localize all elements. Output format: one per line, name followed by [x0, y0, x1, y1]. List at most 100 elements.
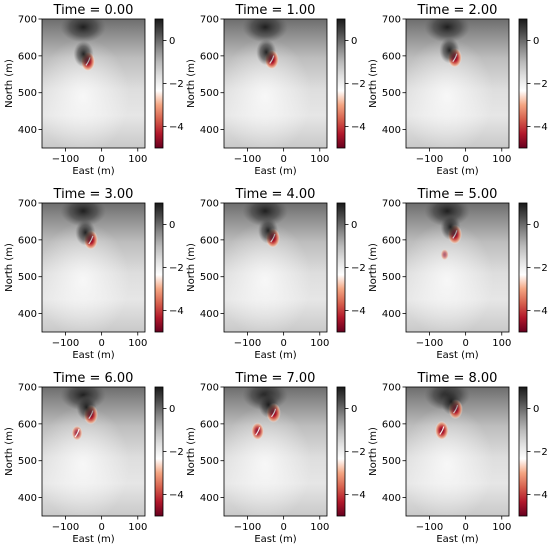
y-tick-label: 700	[200, 383, 219, 394]
x-tick-label: 100	[492, 522, 511, 533]
y-tick-label: 700	[382, 15, 401, 26]
y-tick-label: 700	[200, 15, 219, 26]
colorbar	[154, 18, 164, 149]
dark-region	[424, 19, 470, 43]
panel-1: Time = 1.00 −100 0 100 400 500 600 700 East (m) N…	[186, 3, 366, 177]
colorbar-tick-label: −2	[533, 79, 548, 90]
x-tick-label: 0	[98, 522, 104, 533]
feature-high	[258, 391, 279, 418]
colorbar-tick-label: 0	[169, 36, 175, 47]
y-tick-label: 400	[18, 125, 37, 136]
feature-core	[255, 427, 261, 436]
panel-3: Time = 3.00 −100 0 100 400 500 600 700 East (m) N…	[4, 187, 184, 361]
axes-frame	[405, 202, 510, 333]
colorbar-tick-label: −4	[351, 122, 366, 133]
colorbar-tick-label: −4	[351, 306, 366, 317]
x-axis-label: East (m)	[72, 166, 114, 177]
x-axis-label: East (m)	[72, 350, 114, 361]
y-axis-label: North (m)	[368, 243, 379, 292]
feature-low	[440, 248, 449, 261]
x-tick-label: −100	[52, 338, 79, 349]
y-tick-label: 400	[382, 309, 401, 320]
y-tick-label: 700	[18, 199, 37, 210]
y-tick-label: 700	[382, 383, 401, 394]
colorbar-tick-label: 0	[533, 404, 539, 415]
map-image	[406, 387, 509, 516]
colorbar-tick-label: −4	[533, 306, 548, 317]
x-axis-label: East (m)	[436, 166, 478, 177]
x-tick-label: −100	[416, 522, 443, 533]
colorbar-tick-label: −2	[351, 79, 366, 90]
feature-high	[73, 41, 94, 68]
y-tick-label: 600	[18, 235, 37, 246]
y-tick-label: 700	[18, 383, 37, 394]
panel-title: Time = 5.00	[417, 187, 498, 202]
feature-high	[441, 388, 462, 415]
x-tick-label: 100	[128, 338, 147, 349]
colorbar-tick-label: 0	[351, 404, 357, 415]
map-image	[42, 19, 145, 148]
colorbar	[518, 386, 528, 517]
panel-7: Time = 7.00 −100 0 100 400 500 600 700 East (m) N…	[186, 371, 366, 545]
colorbar-tick-label: 0	[169, 404, 175, 415]
y-axis-label: North (m)	[186, 427, 197, 476]
y-tick-label: 700	[200, 199, 219, 210]
y-tick-label: 500	[382, 88, 401, 99]
y-tick-label: 500	[382, 272, 401, 283]
colorbar	[154, 386, 164, 517]
panel-title: Time = 1.00	[235, 3, 316, 18]
colorbar-tick-label: 0	[351, 220, 357, 231]
map-image	[406, 203, 509, 332]
x-tick-label: 100	[128, 522, 147, 533]
x-tick-label: 0	[462, 522, 468, 533]
panel-title: Time = 2.00	[417, 3, 498, 18]
dark-region	[60, 203, 106, 227]
map-image	[224, 387, 327, 516]
y-axis-label: North (m)	[186, 243, 197, 292]
map-image	[42, 387, 145, 516]
feature-high	[258, 217, 279, 244]
feature-core	[74, 428, 80, 438]
colorbar-tick-label: −4	[169, 306, 184, 317]
axes-frame	[405, 386, 510, 517]
panel-title: Time = 3.00	[53, 187, 134, 202]
y-tick-label: 500	[18, 272, 37, 283]
x-tick-label: 0	[280, 522, 286, 533]
feature-high	[256, 39, 277, 66]
y-tick-label: 400	[200, 493, 219, 504]
panel-4: Time = 4.00 −100 0 100 400 500 600 700 East (m) N…	[186, 187, 366, 361]
x-tick-label: −100	[234, 154, 261, 165]
y-tick-label: 600	[382, 235, 401, 246]
y-axis-label: North (m)	[4, 427, 15, 476]
x-tick-label: 0	[98, 154, 104, 165]
map-image	[42, 203, 145, 332]
panel-title: Time = 7.00	[235, 371, 316, 386]
y-tick-label: 500	[18, 456, 37, 467]
colorbar	[336, 202, 346, 333]
x-tick-label: −100	[416, 154, 443, 165]
x-tick-label: −100	[234, 338, 261, 349]
y-tick-label: 500	[200, 88, 219, 99]
x-tick-label: 100	[492, 154, 511, 165]
x-axis-label: East (m)	[254, 534, 296, 545]
x-axis-label: East (m)	[72, 534, 114, 545]
y-tick-label: 700	[18, 15, 37, 26]
axes-frame	[41, 202, 146, 333]
y-tick-label: 400	[382, 125, 401, 136]
y-tick-label: 500	[200, 456, 219, 467]
axes-frame	[405, 18, 510, 149]
x-tick-label: 100	[128, 154, 147, 165]
y-tick-label: 600	[200, 419, 219, 430]
map-image	[224, 19, 327, 148]
panel-0: Time = 0.00 −100 0 100 400 500 600 700 East (m) N…	[4, 3, 184, 177]
panel-6: Time = 6.00 −100 0 100 400 500 600 700 East (m) N…	[4, 371, 184, 545]
y-tick-label: 600	[18, 419, 37, 430]
colorbar-tick-label: −4	[169, 490, 184, 501]
colorbar-tick-label: 0	[533, 36, 539, 47]
colorbar-tick-label: −2	[351, 263, 366, 274]
x-tick-label: 100	[310, 154, 329, 165]
y-tick-label: 500	[18, 88, 37, 99]
x-tick-label: 0	[462, 154, 468, 165]
colorbar-tick-label: −2	[169, 79, 184, 90]
